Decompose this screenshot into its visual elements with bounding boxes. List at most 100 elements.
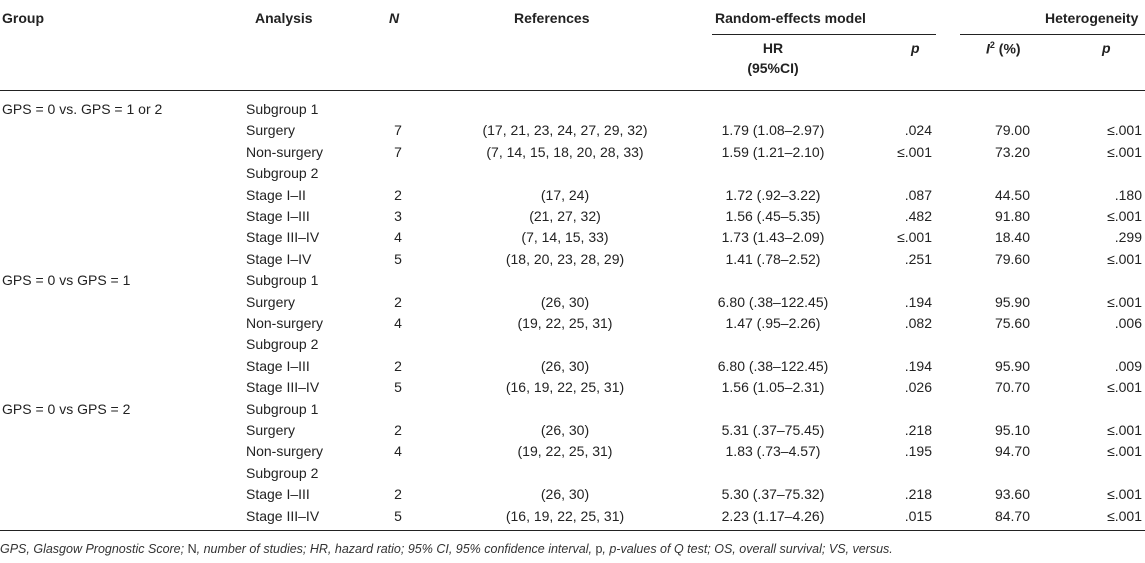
- cell-p: .482: [904, 208, 932, 224]
- cell-analysis: Surgery: [246, 122, 296, 139]
- header-hr: HR: [762, 40, 784, 56]
- cell-analysis: Surgery: [246, 422, 296, 438]
- cell-n: 2: [394, 486, 402, 503]
- cell-hr: 6.80 (.38–122.45): [717, 357, 829, 374]
- cell-hr: 1.72 (.92–3.22): [725, 186, 821, 203]
- cell-hr: 5.30 (.37–75.32): [721, 486, 825, 503]
- cell-references: (26, 30): [540, 486, 590, 503]
- cell-analysis: Stage I–II: [246, 186, 306, 203]
- cell-references: (16, 19, 22, 25, 31): [505, 379, 625, 396]
- footnote-part2: N: [187, 542, 197, 556]
- cell-analysis: Stage I–III: [246, 486, 310, 503]
- cell-analysis: Non-surgery: [246, 315, 324, 331]
- cell-analysis: Subgroup 2: [246, 464, 319, 481]
- cell-heterogeneity-p: ≤.001: [1107, 122, 1142, 139]
- header-n: N: [389, 10, 400, 26]
- header-heterogeneity: Heterogeneity: [1045, 10, 1139, 26]
- cell-n: 5: [394, 379, 402, 396]
- cell-analysis: Stage III–IV: [246, 229, 320, 246]
- header-analysis: Analysis: [255, 10, 313, 26]
- cell-n: 7: [394, 143, 402, 160]
- table-row: GPS = 0 vs GPS = 1 Subgroup 1: [0, 270, 1145, 291]
- cell-heterogeneity-p: .180: [1114, 186, 1142, 203]
- cell-n: 4: [394, 229, 402, 246]
- cell-p: .024: [904, 122, 932, 139]
- cell-hr: 1.83 (.73–4.57): [725, 443, 821, 460]
- cell-n: 4: [394, 315, 402, 331]
- cell-p: .195: [904, 443, 932, 460]
- cell-heterogeneity-p: ≤.001: [1107, 486, 1142, 503]
- header-heterogeneity-p: p: [1102, 40, 1111, 56]
- cell-n: 4: [394, 443, 402, 460]
- cell-i2: 95.90: [994, 357, 1030, 374]
- cell-heterogeneity-p: .299: [1114, 229, 1142, 246]
- header-i2-letter: I: [986, 40, 990, 57]
- table-row: Stage I–III 2 (26, 30) 5.30 (.37–75.32) .218…: [0, 484, 1145, 505]
- table-row: Surgery 7 (17, 21, 23, 24, 27, 29, 32) 1.79…: [0, 120, 1145, 141]
- cell-references: (7, 14, 15, 33): [521, 229, 609, 246]
- cell-hr: 1.41 (.78–2.52): [725, 250, 821, 267]
- header-i2: I2 (%): [986, 40, 1021, 57]
- table-row: Stage I–IV 5 (18, 20, 23, 28, 29) 1.41 (.78…: [0, 249, 1145, 270]
- table-row: Stage III–IV 4 (7, 14, 15, 33) 1.73 (1.43–2…: [0, 227, 1145, 248]
- cell-i2: 79.00: [994, 122, 1030, 139]
- cell-n: 2: [394, 357, 402, 374]
- cell-heterogeneity-p: ≤.001: [1107, 208, 1142, 224]
- cell-p: .087: [904, 186, 932, 203]
- cell-p: .251: [904, 250, 932, 267]
- cell-heterogeneity-p: ≤.001: [1107, 293, 1142, 310]
- bottom-rule: [0, 530, 1145, 531]
- cell-n: 3: [394, 208, 402, 224]
- cell-analysis: Non-surgery: [246, 143, 324, 160]
- cell-references: (18, 20, 23, 28, 29): [505, 250, 625, 267]
- table-footnote: GPS, Glasgow Prognostic Score; N, number…: [0, 542, 893, 556]
- header-i2-unit: (%): [994, 40, 1021, 57]
- header-group: Group: [2, 10, 44, 26]
- cell-heterogeneity-p: ≤.001: [1107, 143, 1142, 160]
- cell-analysis: Subgroup 2: [246, 336, 319, 353]
- cell-references: (26, 30): [540, 422, 590, 438]
- cell-p: .218: [904, 422, 932, 438]
- cell-analysis: Stage I–IV: [246, 250, 312, 267]
- table-row: Subgroup 2: [0, 163, 1145, 184]
- cell-heterogeneity-p: ≤.001: [1107, 443, 1142, 460]
- cell-analysis: Stage III–IV: [246, 379, 320, 396]
- table-row: Surgery 2 (26, 30) 5.31 (.37–75.45) .218 95.1…: [0, 420, 1145, 441]
- cell-i2: 73.20: [994, 143, 1030, 160]
- cell-heterogeneity-p: .006: [1114, 315, 1142, 331]
- cell-p: ≤.001: [897, 143, 932, 160]
- table-row: Non-surgery 4 (19, 22, 25, 31) 1.83 (.73–4.…: [0, 441, 1145, 462]
- cell-analysis: Stage I–III: [246, 357, 310, 374]
- table-row: Stage I–II 2 (17, 24) 1.72 (.92–3.22) .087 44…: [0, 185, 1145, 206]
- cell-analysis: Subgroup 1: [246, 272, 319, 289]
- cell-group: GPS = 0 vs. GPS = 1 or 2: [2, 101, 163, 117]
- cell-references: (21, 27, 32): [529, 208, 601, 224]
- table-row: GPS = 0 vs GPS = 2 Subgroup 1: [0, 399, 1145, 420]
- footnote-part4: p: [595, 542, 603, 556]
- cell-heterogeneity-p: ≤.001: [1107, 507, 1142, 524]
- cell-n: 5: [394, 250, 402, 267]
- cell-n: 5: [394, 507, 402, 524]
- table-row: Subgroup 2: [0, 334, 1145, 355]
- cell-i2: 93.60: [994, 486, 1030, 503]
- cell-heterogeneity-p: ≤.001: [1107, 250, 1142, 267]
- cell-heterogeneity-p: ≤.001: [1107, 422, 1142, 438]
- footnote-part3: , number of studies; HR, hazard ratio; 9…: [196, 542, 596, 556]
- cell-hr: 2.23 (1.17–4.26): [721, 507, 825, 524]
- cell-hr: 1.47 (.95–2.26): [725, 315, 821, 331]
- cell-analysis: Stage III–IV: [246, 507, 320, 524]
- table-row: GPS = 0 vs. GPS = 1 or 2 Subgroup 1: [0, 99, 1145, 120]
- cell-references: (26, 30): [540, 293, 590, 310]
- table-row: Stage III–IV 5 (16, 19, 22, 25, 31) 2.23 (1…: [0, 506, 1145, 527]
- cell-i2: 79.60: [994, 250, 1030, 267]
- cell-i2: 44.50: [994, 186, 1030, 203]
- table-row: Subgroup 2: [0, 463, 1145, 484]
- cell-n: 2: [394, 293, 402, 310]
- cell-n: 7: [394, 122, 402, 139]
- cell-analysis: Stage I–III: [246, 208, 310, 224]
- cell-n: 2: [394, 422, 402, 438]
- cell-analysis: Surgery: [246, 293, 296, 310]
- cell-group: GPS = 0 vs GPS = 2: [2, 400, 131, 417]
- cell-hr: 1.73 (1.43–2.09): [721, 229, 825, 246]
- header-hr-ci: (95%CI): [747, 60, 799, 76]
